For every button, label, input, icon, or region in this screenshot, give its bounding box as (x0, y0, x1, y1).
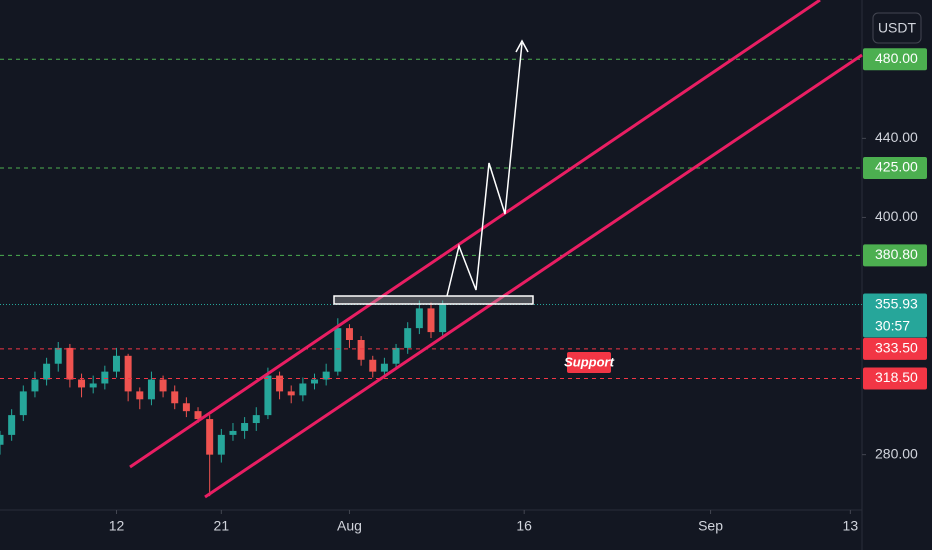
candle-body (112, 355, 120, 372)
x-tick-label: 21 (214, 518, 230, 534)
last-price-box (863, 293, 927, 338)
candle-body (334, 328, 342, 372)
last-price-label: 355.93 (875, 295, 918, 311)
level-label-box (863, 367, 927, 390)
candle-body (439, 304, 447, 333)
x-tick-label: 12 (109, 518, 125, 534)
candle-body (0, 434, 4, 445)
candle-body (252, 415, 260, 424)
candle-body (380, 363, 388, 372)
x-tick-label: Sep (698, 518, 723, 534)
projection-arrowhead (515, 39, 529, 53)
support-label-box (567, 352, 611, 373)
candle-body (43, 363, 51, 380)
candle-body (182, 403, 190, 412)
candle-body (287, 391, 295, 396)
currency-label: USDT (878, 20, 917, 36)
channel-lower (204, 53, 863, 499)
level-label: 318.50 (875, 369, 918, 385)
candle-body (345, 328, 353, 340)
candle-body (194, 411, 202, 420)
level-label: 380.80 (875, 246, 918, 262)
candle-body (206, 419, 214, 455)
candle-body (78, 379, 86, 388)
candle-body (19, 391, 27, 416)
y-tick-label: 400.00 (875, 208, 918, 224)
candle-body (241, 423, 249, 431)
candle-body (322, 371, 330, 380)
candle-body (404, 328, 412, 348)
candle-body (264, 375, 272, 416)
projection-path (446, 42, 523, 297)
plot-area (0, 58, 862, 497)
candle-body (427, 308, 435, 333)
level-label-box (863, 157, 927, 180)
candle-body (136, 391, 144, 400)
x-tick-label: Aug (337, 518, 362, 534)
candle-body (124, 355, 132, 392)
candle-body (147, 379, 155, 400)
candle-body (89, 383, 97, 388)
level-label: 425.00 (875, 159, 918, 175)
candle-body (217, 434, 225, 455)
candle-body (369, 359, 377, 372)
candle-body (276, 375, 284, 392)
x-tick-label: 13 (843, 518, 859, 534)
level-label-box (863, 48, 927, 71)
support-label: Support (564, 354, 614, 369)
y-tick-label: 280.00 (875, 445, 918, 461)
candle-body (311, 379, 319, 384)
candle-body (8, 415, 16, 435)
candle-body (66, 347, 74, 380)
candle-body (159, 379, 167, 392)
currency-box (872, 12, 922, 44)
candle-body (357, 340, 365, 360)
level-label-box (863, 244, 927, 267)
resistance-box (333, 295, 534, 305)
candle-body (229, 430, 237, 435)
level-label-box (863, 337, 927, 360)
candle-body (299, 383, 307, 396)
candle-body (392, 347, 400, 364)
countdown-label: 30:57 (875, 317, 910, 333)
level-label: 480.00 (875, 50, 918, 66)
candle-body (101, 371, 109, 384)
candle-body (415, 308, 423, 329)
candle-body (171, 391, 179, 404)
candle-body (31, 379, 39, 392)
x-tick-label: 16 (516, 518, 532, 534)
candle-body (54, 347, 62, 364)
y-tick-label: 440.00 (875, 129, 918, 145)
level-label: 333.50 (875, 340, 918, 356)
channel-upper (129, 0, 821, 469)
